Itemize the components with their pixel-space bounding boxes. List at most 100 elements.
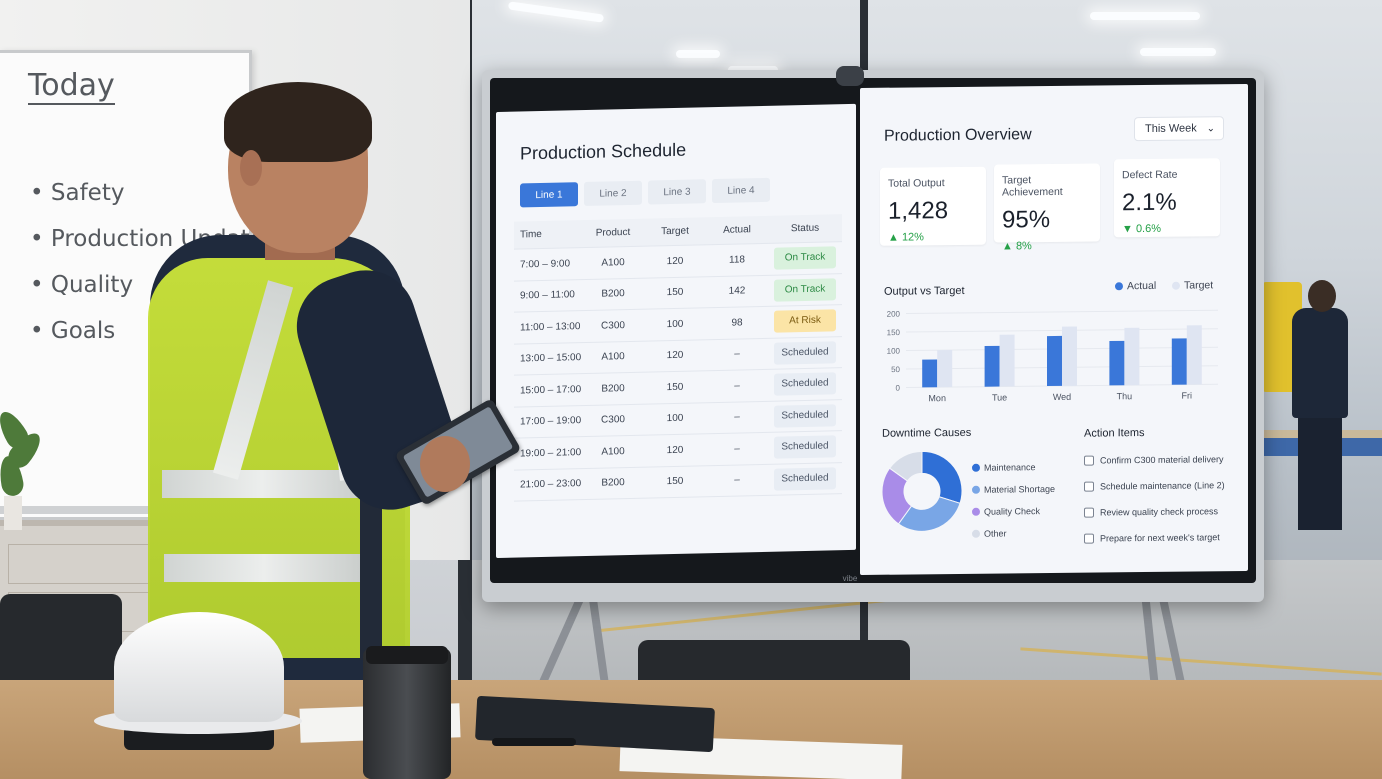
tab-line-3[interactable]: Line 3 [648, 179, 706, 205]
x-tick-label: Tue [992, 392, 1007, 402]
checkbox[interactable] [1084, 481, 1094, 492]
chart-title: Output vs Target [884, 284, 965, 298]
travel-mug [363, 648, 451, 779]
whiteboard-tray [0, 506, 170, 514]
product-cell: A100 [601, 256, 625, 269]
x-tick-label: Mon [928, 393, 946, 403]
glass-partition-frame [860, 600, 868, 660]
legend-label: Maintenance [984, 462, 1036, 473]
status-badge: On Track [774, 246, 836, 270]
tab-line-2[interactable]: Line 2 [584, 180, 642, 207]
status-badge: Scheduled [774, 404, 836, 428]
kpi-card-target-achievement: Target Achievement 95% ▲ 8% [994, 163, 1100, 253]
ceiling-light [1140, 48, 1216, 56]
status-cell: Scheduled [768, 467, 842, 491]
man-hand [420, 436, 470, 492]
target-cell: 120 [666, 255, 684, 267]
time-cell: 11:00 – 13:00 [520, 320, 581, 334]
bar-target-thu [1124, 327, 1140, 386]
checkbox[interactable] [1084, 455, 1094, 466]
actual-cell: – [734, 474, 740, 486]
legend-label: Target [1184, 279, 1214, 292]
target-cell: 150 [666, 475, 684, 488]
legend-swatch [972, 529, 980, 538]
kpi-label: Target Achievement [1002, 174, 1063, 199]
tab-line-1[interactable]: Line 1 [520, 182, 578, 208]
potted-plant [0, 400, 47, 530]
production-overview-panel: Production Overview This Week ⌄ Total Ou… [860, 83, 1248, 576]
status-badge: Scheduled [774, 341, 836, 365]
action-items-title: Action Items [1084, 427, 1145, 440]
period-dropdown[interactable]: This Week ⌄ [1134, 116, 1224, 142]
donut-legend-item: Material Shortage [972, 478, 1055, 501]
gridline [906, 309, 1218, 315]
display-brand-label: vibe [842, 574, 858, 583]
x-tick-label: Fri [1182, 391, 1192, 401]
legend-label: Material Shortage [984, 483, 1056, 495]
checkbox[interactable] [1084, 507, 1094, 518]
target-cell: 100 [666, 412, 684, 425]
product-cell: A100 [601, 351, 625, 363]
output-vs-target-chart: 0 50 100 150 200 Mon Tue Wed Thu Fri [887, 309, 1218, 403]
downtime-donut-chart [881, 450, 963, 532]
bar-actual-thu [1109, 340, 1125, 386]
kpi-value: 95% [1002, 206, 1051, 234]
donut-legend-item: Maintenance [972, 456, 1055, 479]
y-tick-label: 100 [887, 347, 901, 356]
time-cell: 13:00 – 15:00 [520, 352, 582, 365]
whiteboard-item: • Quality [30, 272, 134, 298]
downtime-legend: Maintenance Material Shortage Quality Chec… [972, 456, 1055, 545]
schedule-table: Time Product Target Actual Status 7:00 –… [514, 214, 842, 502]
legend-swatch [972, 507, 980, 516]
status-cell: Scheduled [768, 435, 842, 459]
kpi-delta: ▲ 12% [888, 231, 924, 244]
bar-target-tue [999, 334, 1015, 387]
background-worker [1288, 280, 1348, 540]
actual-cell: – [734, 348, 740, 360]
time-cell: 19:00 – 21:00 [520, 446, 582, 460]
chart-legend-actual: Actual [1115, 280, 1156, 292]
whiteboard-item: • Safety [30, 180, 125, 206]
action-item[interactable]: Review quality check process [1084, 498, 1244, 526]
action-item[interactable]: Schedule maintenance (Line 2) [1084, 472, 1244, 500]
checkbox[interactable] [1084, 533, 1094, 544]
schedule-title: Production Schedule [520, 139, 687, 164]
donut-legend-item: Quality Check [972, 500, 1055, 523]
tab-line-4[interactable]: Line 4 [712, 177, 770, 204]
action-item[interactable]: Confirm C300 material delivery [1084, 446, 1244, 474]
action-items-list: Confirm C300 material delivery Schedule … [1084, 446, 1244, 552]
pen [492, 738, 576, 746]
actual-cell: – [734, 411, 740, 423]
product-cell: B200 [601, 288, 625, 300]
y-tick-label: 50 [891, 365, 900, 374]
action-item[interactable]: Prepare for next week's target [1084, 524, 1244, 552]
status-cell: On Track [768, 246, 842, 270]
status-badge: At Risk [774, 309, 836, 333]
legend-label: Actual [1127, 279, 1157, 293]
column-header: Actual [723, 224, 751, 236]
travel-mug-lid [366, 646, 448, 664]
legend-label: Quality Check [984, 506, 1041, 517]
status-cell: Scheduled [768, 341, 842, 365]
glass-partition-frame [860, 0, 868, 90]
y-tick-label: 0 [896, 384, 901, 393]
bar-target-wed [1062, 326, 1077, 386]
target-cell: 150 [666, 286, 684, 299]
legend-label: Other [984, 528, 1007, 539]
product-cell: B200 [601, 477, 625, 489]
column-header: Target [661, 225, 689, 238]
donut-slice-other [888, 450, 923, 482]
bar-actual-fri [1171, 338, 1187, 385]
overview-title: Production Overview [884, 126, 1032, 145]
time-cell: 15:00 – 17:00 [520, 383, 582, 397]
column-header: Product [595, 226, 631, 239]
bar-target-fri [1186, 325, 1202, 385]
action-item-label: Prepare for next week's target [1100, 532, 1220, 544]
actual-cell: 118 [729, 254, 745, 266]
action-item-label: Schedule maintenance (Line 2) [1100, 480, 1225, 492]
y-tick-label: 200 [887, 310, 901, 319]
man-ear [240, 150, 262, 186]
bar-actual-wed [1047, 335, 1062, 387]
hard-hat [94, 612, 302, 752]
bar-actual-tue [984, 345, 1000, 387]
